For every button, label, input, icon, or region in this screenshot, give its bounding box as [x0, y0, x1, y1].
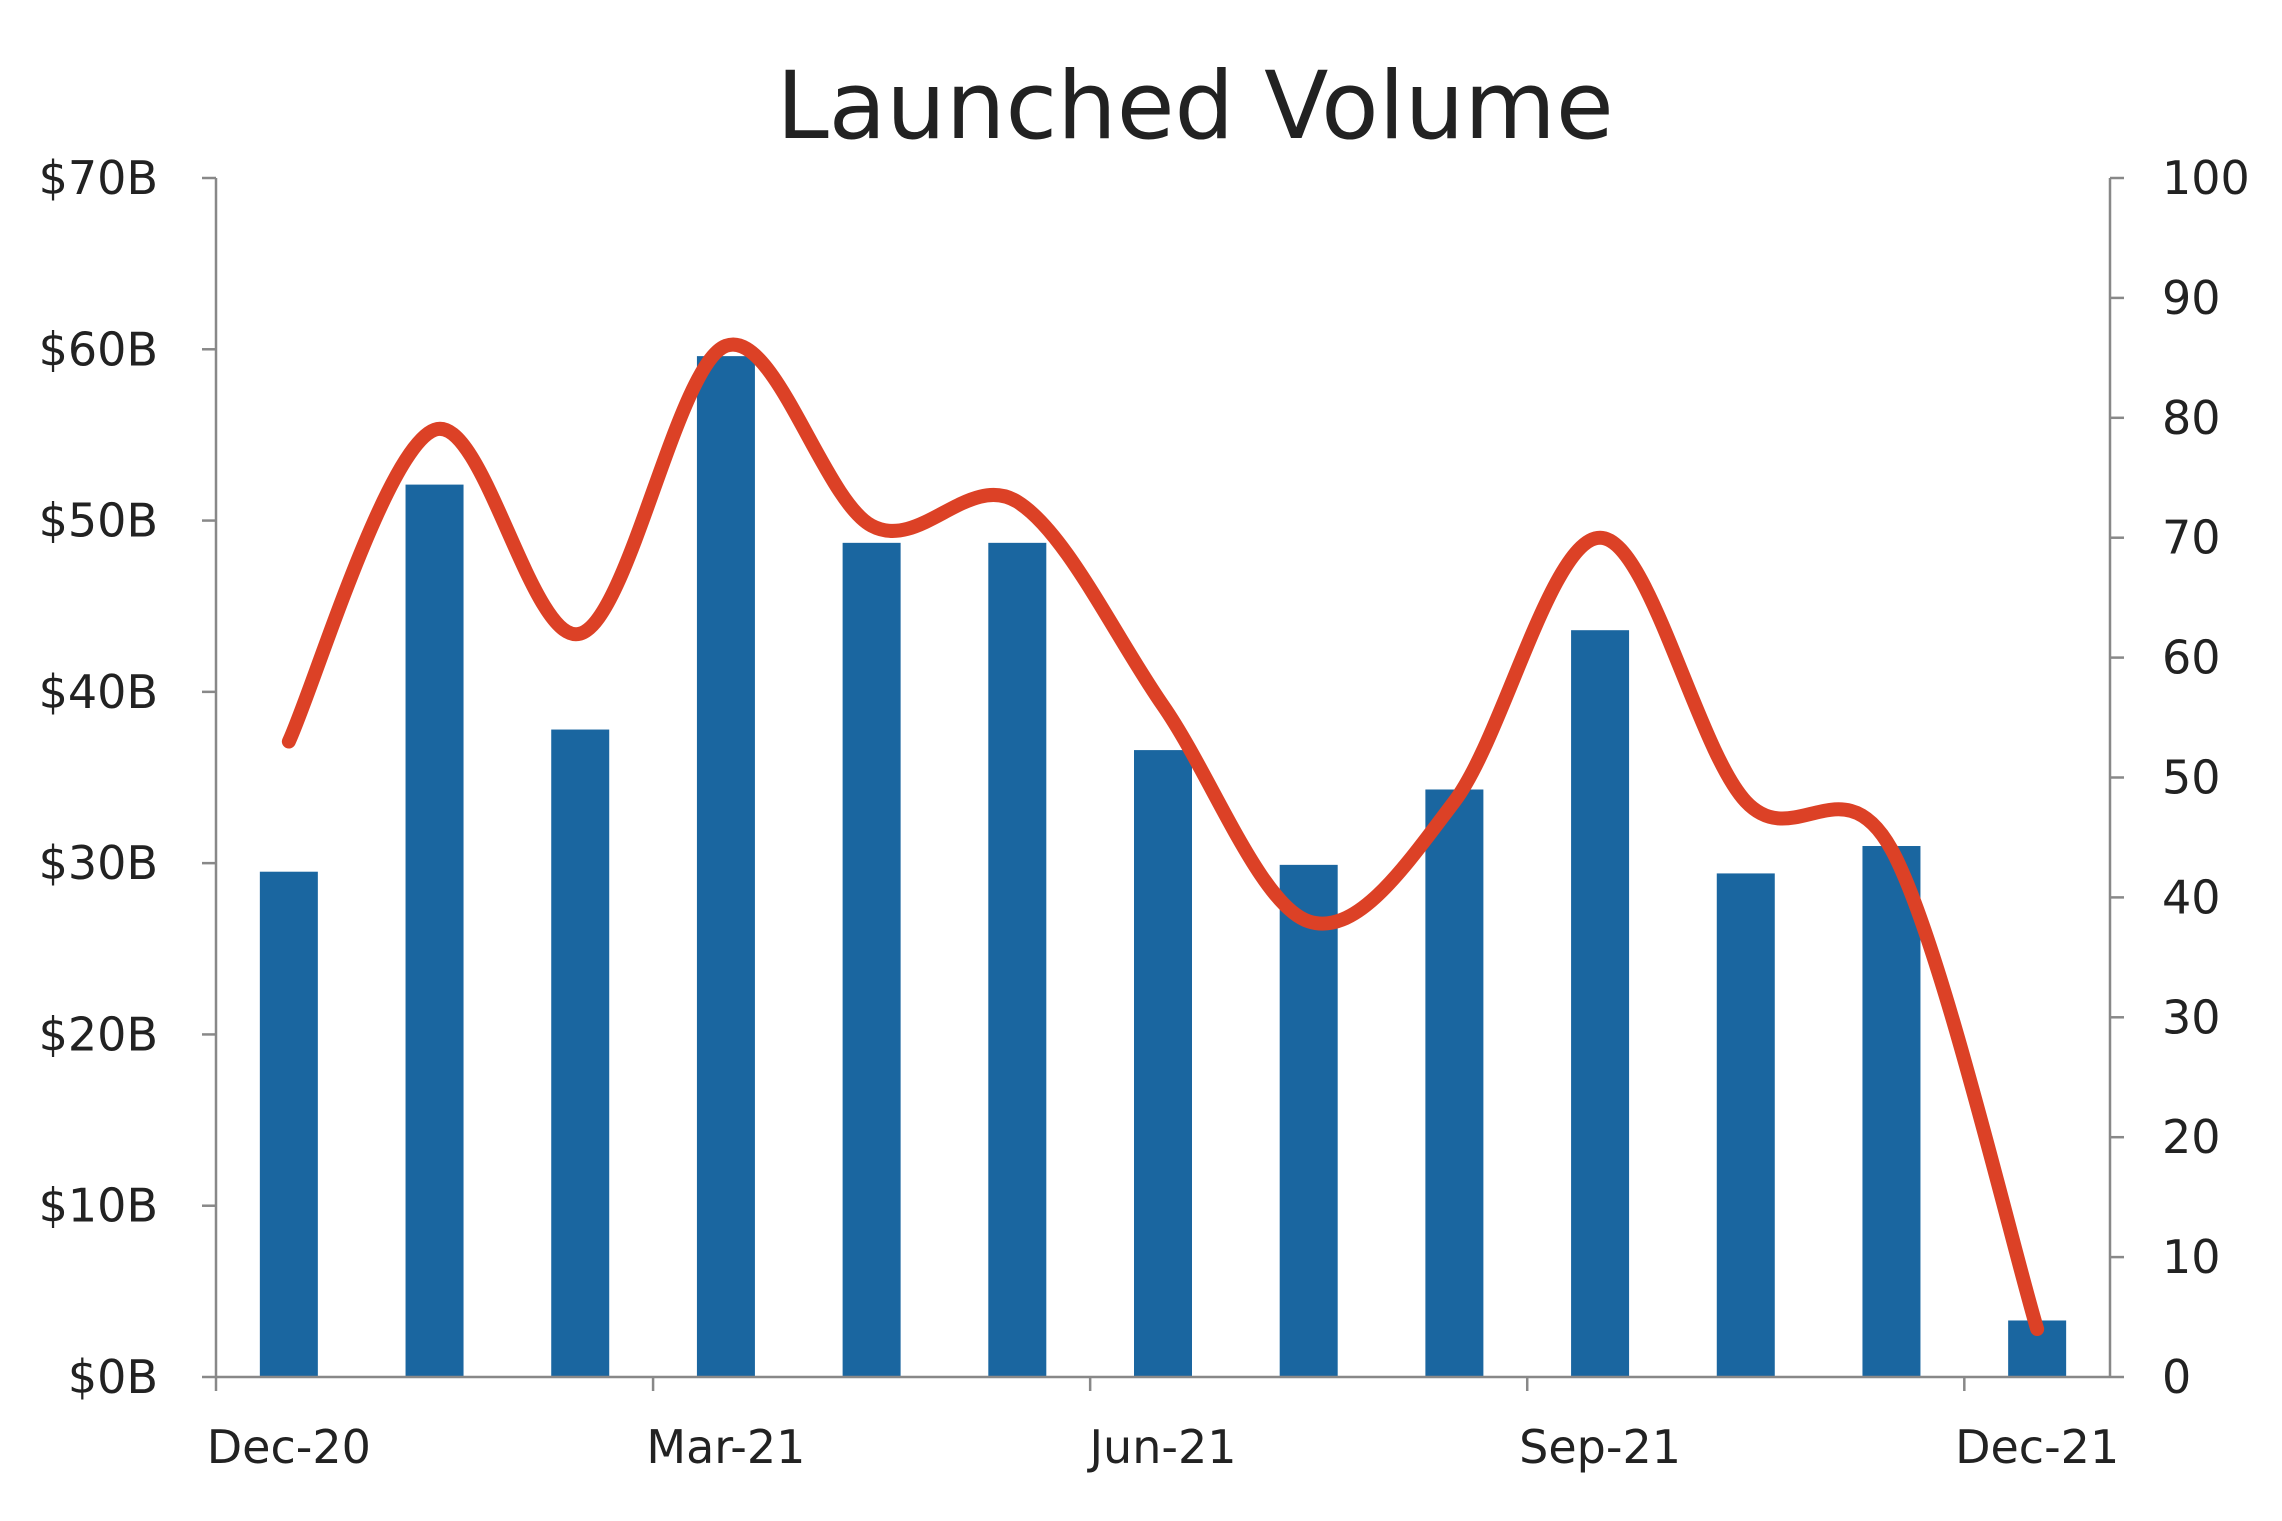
bar-Jun-21	[1134, 750, 1192, 1377]
left-tick-label: $0B	[68, 1350, 158, 1404]
right-tick-label: 30	[2162, 990, 2221, 1044]
line-point-Mar-21	[725, 345, 727, 347]
line-point-Dec-20	[288, 741, 290, 743]
x-tick-label: Dec-21	[1955, 1420, 2119, 1474]
bar-Sep-21	[1571, 630, 1630, 1377]
right-tick-label: 90	[2162, 271, 2221, 325]
bar-Dec-20	[259, 871, 318, 1377]
line-layer	[281, 337, 2045, 1337]
left-tick-label: $50B	[39, 494, 158, 548]
bar-Aug-21	[1425, 789, 1484, 1377]
line-point-May-21	[1016, 501, 1018, 503]
left-tick-label: $30B	[39, 836, 158, 890]
line-point-Oct-21	[1745, 800, 1747, 802]
chart-title: Launched Volume	[776, 52, 1613, 161]
bar-Feb-21	[551, 729, 610, 1377]
x-tick-label: Dec-20	[207, 1420, 371, 1474]
left-tick-label: $40B	[39, 665, 158, 719]
line-point-Sep-21	[1599, 537, 1601, 539]
line-point-Dec-21	[2036, 1328, 2038, 1330]
right-tick-label: 80	[2162, 391, 2221, 445]
x-tick-label: Sep-21	[1519, 1420, 1681, 1474]
count-line	[281, 337, 2045, 1337]
line-point-Aug-21	[1453, 800, 1455, 802]
axes-layer: $0B $10B $20B $30B $40B $50B $60B $70B 0 10 20 30 40…	[39, 151, 2250, 1474]
line-point-Nov-21	[1890, 848, 1892, 850]
bars-layer	[259, 356, 2067, 1377]
left-tick-label: $60B	[39, 322, 158, 376]
x-tick-label: Mar-21	[646, 1420, 805, 1474]
bar-Jan-21	[405, 484, 464, 1377]
left-tick-label: $20B	[39, 1007, 158, 1061]
left-tick-label: $70B	[39, 151, 158, 205]
line-point-Feb-21	[579, 633, 581, 635]
left-tick-label: $10B	[39, 1179, 158, 1233]
bar-Nov-21	[1862, 846, 1921, 1377]
line-point-Jun-21	[1162, 705, 1164, 707]
right-tick-label: 50	[2162, 751, 2221, 805]
bar-Jul-21	[1279, 864, 1338, 1377]
right-tick-label: 0	[2162, 1350, 2191, 1404]
line-point-Jan-21	[434, 429, 436, 431]
line-point-Apr-21	[871, 525, 873, 527]
right-tick-label: 70	[2162, 511, 2221, 565]
right-tick-label: 40	[2162, 870, 2221, 924]
bar-Oct-21	[1716, 873, 1775, 1377]
right-tick-label: 100	[2162, 151, 2250, 205]
line-point-Jul-21	[1308, 920, 1310, 922]
x-tick-label: Jun-21	[1086, 1420, 1236, 1474]
bar-Mar-21	[696, 356, 755, 1377]
bar-May-21	[988, 542, 1047, 1377]
bar-Apr-21	[842, 542, 901, 1377]
right-tick-label: 20	[2162, 1110, 2221, 1164]
right-tick-label: 10	[2162, 1230, 2221, 1284]
right-tick-label: 60	[2162, 631, 2221, 685]
